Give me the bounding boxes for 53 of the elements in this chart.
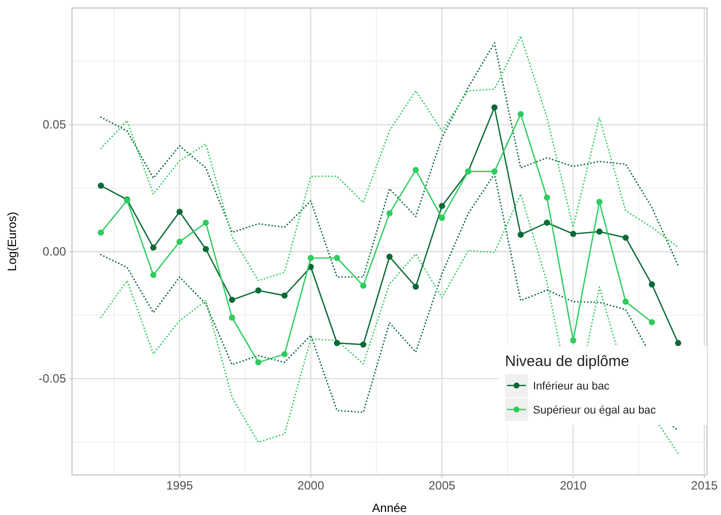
x-tick-label: 1995 bbox=[166, 478, 194, 493]
point bbox=[255, 287, 262, 294]
point bbox=[150, 244, 156, 251]
point bbox=[98, 230, 104, 236]
point bbox=[308, 254, 314, 262]
x-tick-label: 2000 bbox=[297, 478, 324, 493]
point bbox=[596, 228, 603, 235]
y-tick-label: -0.05 bbox=[38, 371, 66, 386]
y-tick-label: 0.05 bbox=[42, 118, 66, 132]
point bbox=[176, 238, 183, 245]
point bbox=[622, 298, 629, 305]
legend-label: Inférieur au bac bbox=[533, 380, 610, 392]
point bbox=[202, 220, 209, 226]
legend-title: Niveau de diplôme bbox=[505, 353, 630, 370]
point bbox=[202, 246, 209, 252]
point bbox=[150, 272, 156, 278]
point bbox=[570, 337, 576, 344]
point bbox=[281, 351, 288, 358]
point bbox=[228, 296, 236, 303]
point bbox=[648, 281, 655, 288]
point bbox=[675, 340, 682, 346]
point bbox=[438, 202, 446, 210]
point bbox=[438, 214, 446, 221]
point bbox=[360, 341, 366, 348]
x-axis-title: Année bbox=[372, 501, 408, 515]
point bbox=[491, 104, 498, 111]
point bbox=[98, 182, 104, 189]
point bbox=[648, 319, 655, 326]
x-tick-label: 2010 bbox=[560, 478, 587, 493]
point bbox=[544, 194, 550, 201]
y-axis-title: Log(Euros) bbox=[5, 212, 19, 272]
point bbox=[334, 340, 340, 346]
point bbox=[228, 314, 236, 321]
point bbox=[386, 254, 393, 260]
point bbox=[176, 208, 183, 215]
point bbox=[518, 232, 524, 238]
point bbox=[281, 292, 288, 299]
x-tick-label: 2015 bbox=[691, 478, 718, 493]
point bbox=[386, 210, 393, 216]
point bbox=[412, 166, 419, 174]
x-tick-label: 2005 bbox=[428, 478, 456, 493]
point bbox=[622, 234, 629, 241]
legend-label: Supérieur ou égal au bac bbox=[533, 404, 656, 416]
point bbox=[596, 198, 603, 205]
point bbox=[360, 282, 366, 289]
y-tick-label: 0.00 bbox=[42, 244, 66, 258]
point bbox=[544, 220, 550, 226]
point bbox=[412, 284, 419, 290]
point bbox=[334, 254, 340, 262]
point bbox=[570, 230, 576, 237]
point bbox=[518, 111, 524, 118]
point bbox=[255, 359, 262, 366]
point bbox=[491, 168, 498, 175]
